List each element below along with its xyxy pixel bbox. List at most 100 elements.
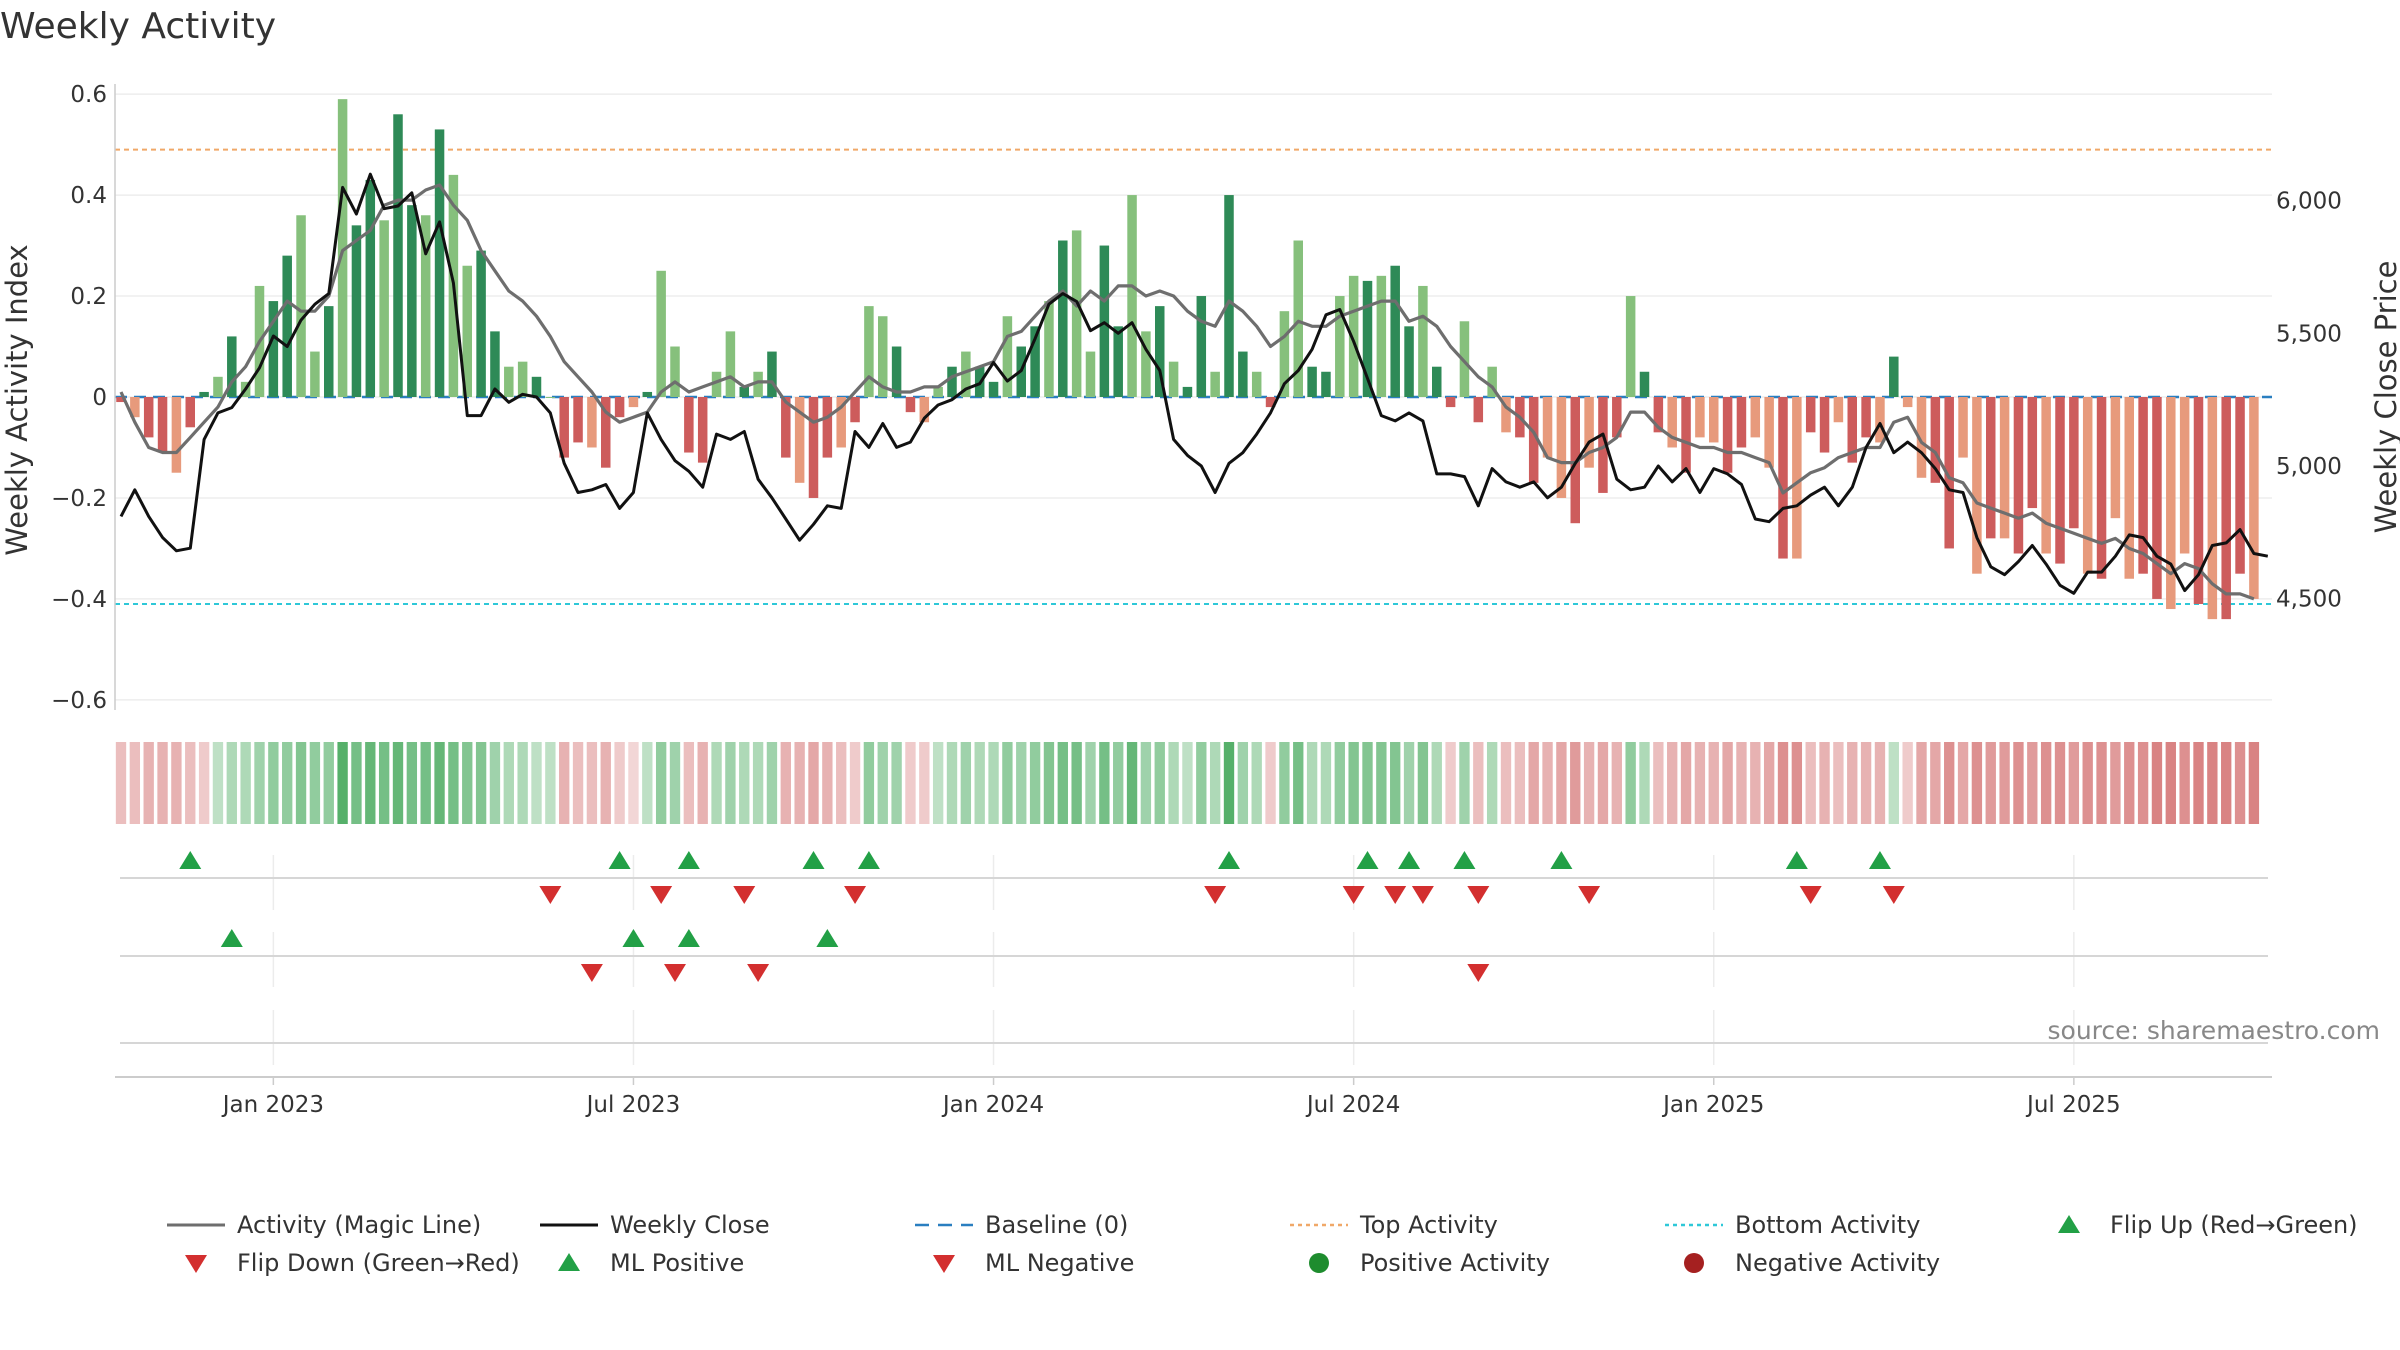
strip-cell: [1403, 742, 1415, 824]
strip-cell: [1957, 742, 1969, 824]
y-tick-right: 5,000: [2276, 454, 2342, 480]
strip-cell: [1514, 742, 1526, 824]
activity-bar: [324, 306, 334, 397]
legend-item: Baseline (0): [915, 1211, 1128, 1239]
activity-bar: [1695, 397, 1705, 438]
activity-bar: [905, 397, 916, 413]
activity-bar: [2221, 397, 2231, 620]
activity-bar: [1501, 397, 1511, 433]
activity-bar: [1709, 397, 1719, 443]
activity-bar: [878, 316, 888, 397]
strip-cell: [1556, 742, 1567, 824]
strip-cell: [226, 742, 237, 824]
source-label: source: sharemaestro.com: [2048, 1016, 2381, 1045]
strip-cell: [1791, 742, 1803, 824]
strip-cell: [1874, 742, 1886, 824]
activity-bar: [2096, 397, 2107, 579]
strip-cell: [351, 742, 362, 824]
legend-item: Flip Down (Green→Red): [185, 1249, 520, 1277]
flip-up-marker: [1785, 851, 1808, 869]
legend-label: Bottom Activity: [1735, 1211, 1920, 1239]
strip-cell: [1099, 742, 1110, 824]
activity-bar: [2166, 397, 2176, 610]
strip-cell: [628, 742, 639, 824]
strip-cell: [1916, 742, 1927, 824]
activity-bar: [1030, 326, 1040, 397]
strip-cell: [1376, 742, 1387, 824]
strip-cell: [1140, 742, 1152, 824]
strip-cell: [1722, 742, 1733, 824]
legend-swatch-dot: [1684, 1253, 1704, 1273]
activity-bar: [1736, 397, 1747, 448]
strip-cell: [1029, 742, 1041, 824]
strip-cell: [1085, 742, 1096, 824]
strip-cell: [1348, 742, 1359, 824]
strip-cell: [115, 742, 127, 824]
activity-bar: [1307, 366, 1317, 397]
strip-cell: [1334, 742, 1345, 824]
activity-bar: [1265, 397, 1276, 408]
strip-cell: [586, 742, 598, 824]
strip-cell: [1209, 742, 1221, 824]
x-axis: Jan 2023 Jul 2023 Jan 2024 Jul 2024 Jan 2025…: [115, 1076, 2272, 1118]
strip-cell: [2193, 742, 2204, 824]
strip-cell: [669, 742, 681, 824]
legend-label: ML Positive: [610, 1249, 744, 1277]
ml-down-marker: [580, 964, 603, 982]
strip-cell: [2013, 742, 2024, 824]
activity-bar: [1902, 397, 1913, 408]
activity-bar: [227, 336, 237, 397]
strip-cell: [1500, 742, 1512, 824]
strip-cell: [1694, 742, 1706, 824]
flip-up-marker: [1398, 851, 1421, 869]
activity-bar: [2069, 397, 2079, 529]
strip-cell: [1417, 742, 1429, 824]
activity-bar: [601, 397, 611, 468]
legend: Activity (Magic Line) Weekly Close Baselin…: [167, 1211, 2358, 1277]
strip-cell: [988, 742, 999, 824]
strip-cell: [1902, 742, 1913, 824]
activity-bar: [1667, 397, 1677, 448]
strip-cell: [1805, 742, 1816, 824]
legend-swatch-dot: [1309, 1253, 1329, 1273]
strip-cell: [725, 742, 736, 824]
strip-cell: [1736, 742, 1747, 824]
flip-down-marker: [844, 886, 867, 904]
strip-cell: [891, 742, 902, 824]
activity-bar: [656, 270, 666, 397]
strip-cell: [1999, 742, 2010, 824]
legend-item: Flip Up (Red→Green): [2058, 1211, 2358, 1239]
activity-bar: [1251, 371, 1262, 397]
strip-cell: [2040, 742, 2052, 824]
legend-label: ML Negative: [985, 1249, 1134, 1277]
strip-cell: [2179, 742, 2190, 824]
activity-bar: [1445, 397, 1456, 408]
strip-cell: [683, 742, 695, 824]
strip-cell: [836, 742, 847, 824]
activity-bar: [919, 397, 930, 423]
strip-cell: [309, 742, 321, 824]
activity-bar: [393, 114, 403, 398]
flip-down-marker: [1882, 886, 1905, 904]
strip-cell: [1057, 742, 1068, 824]
ml-down-marker: [1467, 964, 1490, 982]
activity-bar: [2082, 397, 2093, 574]
strip-cell: [1459, 742, 1470, 824]
activity-bar: [407, 205, 417, 397]
activity-bar: [2055, 397, 2065, 564]
strip-cell: [1390, 742, 1401, 824]
strip-cell: [1971, 742, 1983, 824]
strip-cell: [974, 742, 985, 824]
activity-bar: [517, 361, 528, 397]
flip-down-marker: [1799, 886, 1822, 904]
activity-bar: [296, 215, 306, 397]
activity-bar: [504, 366, 514, 397]
strip-cell: [2082, 742, 2093, 824]
strip-cell: [2054, 742, 2066, 824]
y-axis-left-label: Weekly Activity Index: [0, 244, 34, 555]
legend-label: Baseline (0): [985, 1211, 1128, 1239]
legend-label: Flip Up (Red→Green): [2110, 1211, 2358, 1239]
strip-cell: [1043, 742, 1055, 824]
flip-up-marker: [857, 851, 880, 869]
